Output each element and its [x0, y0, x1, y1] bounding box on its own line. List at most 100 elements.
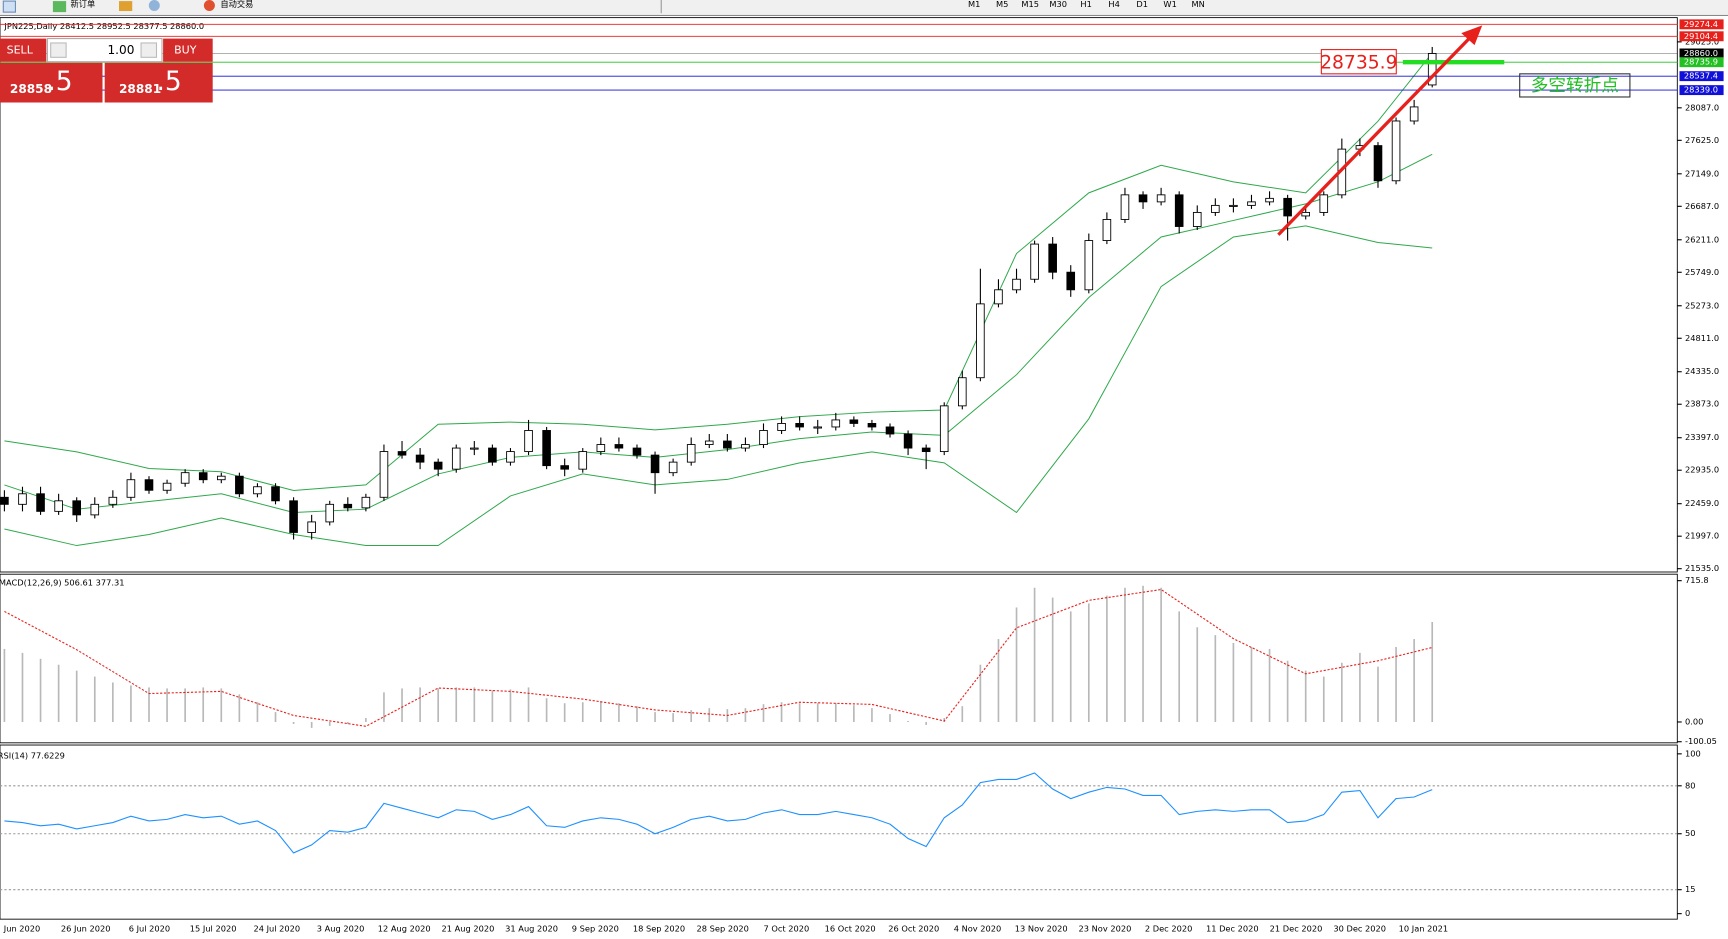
sell-price-button[interactable] — [0, 62, 103, 103]
price-level-tag — [1679, 71, 1724, 82]
x-tick-label: 31 Aug 2020 — [505, 924, 558, 934]
candle-body — [1030, 243, 1039, 280]
timeframe-button[interactable]: M15 — [1021, 0, 1039, 9]
new-order-icon[interactable] — [52, 1, 67, 13]
candle-body — [1265, 197, 1274, 203]
timeframe-button[interactable]: MN — [1191, 0, 1204, 9]
y-tick-label: 25749.0 — [1685, 267, 1719, 277]
candle-body — [108, 496, 118, 505]
timeframe-button[interactable]: W1 — [1163, 0, 1176, 9]
candle-body — [632, 447, 642, 456]
buy-price-main[interactable]: 28881 — [119, 82, 161, 96]
lots-up[interactable] — [140, 42, 158, 58]
sell-price-tail[interactable]: .5 — [47, 66, 72, 97]
timeframe-button[interactable]: H4 — [1108, 0, 1119, 9]
candle-body — [542, 430, 551, 467]
y-tick-label: 80 — [1685, 780, 1695, 790]
auto-trading-icon[interactable] — [203, 0, 215, 12]
y-tick-label: 27625.0 — [1685, 135, 1719, 145]
macd-signal — [4, 588, 1433, 727]
y-tick-label: 22459.0 — [1685, 498, 1719, 508]
candle-body — [216, 475, 226, 481]
candle-body — [1319, 194, 1329, 213]
price-level-tag — [1679, 57, 1724, 68]
arrow-head — [1461, 25, 1483, 46]
y-tick-label: 28087.0 — [1685, 102, 1719, 112]
panel-frame — [0, 573, 1678, 744]
candle-body — [126, 479, 136, 498]
candle-body — [1156, 194, 1166, 203]
toolbar-icon[interactable] — [148, 0, 160, 12]
buy-label[interactable]: BUY — [174, 44, 197, 57]
x-tick-label: 26 Oct 2020 — [888, 924, 939, 934]
buy-button[interactable] — [163, 38, 213, 62]
y-tick-label: 23873.0 — [1685, 399, 1719, 409]
candle-body — [361, 496, 371, 509]
text-annotation: 多空转折点 — [1531, 75, 1619, 96]
candle-body — [397, 451, 407, 456]
candle-body — [1120, 194, 1130, 220]
toolbar-icon[interactable] — [2, 0, 16, 13]
candle-body — [470, 447, 479, 450]
candle-body — [1229, 204, 1238, 207]
x-tick-label: 16 Oct 2020 — [825, 924, 876, 934]
candle-body — [777, 423, 786, 431]
price-level-label: 28735.9 — [1684, 57, 1718, 67]
timeframe-button[interactable]: H1 — [1080, 0, 1091, 9]
candle-body — [1192, 211, 1202, 227]
timeframe-button[interactable]: D1 — [1136, 0, 1148, 9]
auto-trading-button[interactable]: 自动交易 — [220, 0, 253, 9]
candle-body — [795, 423, 804, 428]
candle-body — [1211, 204, 1220, 213]
lots-value[interactable]: 1.00 — [107, 43, 134, 57]
x-tick-label: 10 Jan 2021 — [1399, 924, 1448, 934]
sell-button[interactable] — [0, 38, 47, 62]
candle-body — [885, 426, 895, 435]
candle-body — [343, 503, 353, 509]
bollinger-band — [4, 225, 1433, 547]
candle-body — [271, 486, 280, 502]
lots-down[interactable] — [50, 42, 67, 58]
y-tick-label: 100 — [1685, 748, 1701, 758]
indicator-title: MACD(12,26,9) 506.61 377.31 — [0, 578, 125, 588]
y-tick-label: 26687.0 — [1685, 201, 1719, 211]
candle-body — [253, 486, 262, 495]
candle-body — [1427, 53, 1437, 86]
timeframe-button[interactable]: M5 — [996, 0, 1008, 9]
candle-body — [506, 451, 515, 463]
y-tick-label: 23397.0 — [1685, 432, 1719, 442]
x-tick-label: 26 Jun 2020 — [61, 924, 111, 934]
candle-body — [379, 451, 389, 498]
new-order-button[interactable]: 新订单 — [71, 0, 96, 9]
lots-input[interactable] — [46, 38, 163, 63]
x-tick-label: 13 Nov 2020 — [1015, 924, 1068, 934]
buy-price-button[interactable] — [104, 62, 213, 103]
candle-body — [198, 472, 208, 481]
toolbar-icon[interactable] — [119, 1, 133, 12]
y-tick-label: 29025.0 — [1685, 36, 1719, 46]
sell-price-main[interactable]: 28858 — [10, 82, 52, 96]
candle-body — [451, 447, 461, 470]
x-tick-label: 18 Sep 2020 — [633, 924, 685, 934]
candle-body — [1283, 197, 1292, 217]
candle-body — [759, 430, 768, 445]
candle-body — [1102, 219, 1112, 242]
y-tick-label: 715.8 — [1685, 575, 1709, 585]
candle-body — [235, 475, 244, 495]
candle-body — [1391, 120, 1401, 182]
candle-body — [741, 444, 750, 449]
panel-frame — [0, 17, 1678, 573]
candle-body — [560, 465, 569, 470]
timeframe-button[interactable]: M30 — [1049, 0, 1067, 9]
candle-body — [1138, 194, 1148, 203]
sell-label[interactable]: SELL — [7, 44, 34, 57]
buy-price-tail[interactable]: .5 — [156, 66, 181, 97]
candle-body — [524, 430, 533, 453]
candle-body — [596, 444, 606, 453]
candle-body — [1373, 145, 1383, 182]
timeframe-button[interactable]: M1 — [968, 0, 980, 9]
x-tick-label: 21 Aug 2020 — [441, 924, 494, 934]
x-tick-label: 15 Jul 2020 — [190, 924, 237, 934]
x-tick-label: 6 Jul 2020 — [129, 924, 170, 934]
